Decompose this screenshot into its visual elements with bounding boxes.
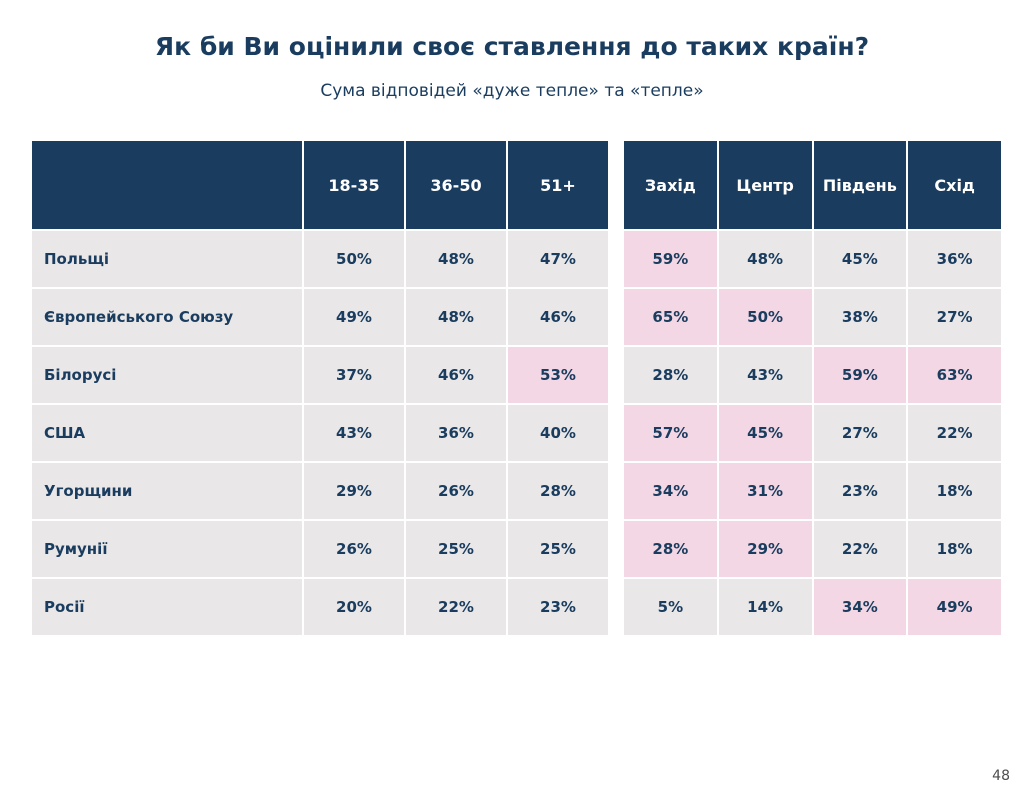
region-value-cell: 27%	[908, 289, 1001, 345]
row-label: Росії	[32, 579, 302, 635]
region-value-cell: 23%	[813, 463, 907, 519]
age-value-cell: 40%	[508, 405, 608, 461]
region-column-header-1: Захід	[624, 141, 717, 229]
age-value-cell: 25%	[406, 521, 506, 577]
region-value-cell: 50%	[718, 289, 812, 345]
page-number: 48	[992, 768, 1010, 784]
region-value-cell: 5%	[624, 579, 717, 635]
region-table: Захід Центр Південь Схід 59% 48% 45% 36% 65%…	[624, 141, 1001, 635]
region-value-cell: 38%	[813, 289, 907, 345]
age-value-cell: 29%	[304, 463, 404, 519]
region-value-cell: 29%	[718, 521, 812, 577]
age-value-cell: 25%	[508, 521, 608, 577]
region-value-cell: 57%	[624, 405, 717, 461]
age-column-header-3: 51+	[508, 141, 608, 229]
age-value-cell: 49%	[304, 289, 404, 345]
region-value-cell: 18%	[908, 521, 1001, 577]
age-value-cell: 50%	[304, 231, 404, 287]
slide: Як би Ви оцінили своє ставлення до таких…	[0, 32, 1024, 784]
tables-container: 18-35 36-50 51+ Польщі 50% 48% 47% Європейсь…	[32, 141, 1024, 635]
region-value-cell: 63%	[908, 347, 1001, 403]
age-value-cell: 47%	[508, 231, 608, 287]
age-value-cell: 28%	[508, 463, 608, 519]
region-value-cell: 18%	[908, 463, 1001, 519]
age-value-cell: 26%	[406, 463, 506, 519]
region-column-header-2: Центр	[718, 141, 812, 229]
region-value-cell: 22%	[908, 405, 1001, 461]
region-value-cell: 59%	[813, 347, 907, 403]
region-value-cell: 43%	[718, 347, 812, 403]
region-value-cell: 22%	[813, 521, 907, 577]
region-value-cell: 34%	[813, 579, 907, 635]
slide-title: Як би Ви оцінили своє ставлення до таких…	[154, 32, 870, 61]
region-value-cell: 45%	[718, 405, 812, 461]
age-value-cell: 23%	[508, 579, 608, 635]
region-value-cell: 28%	[624, 347, 717, 403]
row-label: Польщі	[32, 231, 302, 287]
row-label: Румунії	[32, 521, 302, 577]
region-value-cell: 49%	[908, 579, 1001, 635]
region-value-cell: 45%	[813, 231, 907, 287]
region-value-cell: 48%	[718, 231, 812, 287]
region-value-cell: 36%	[908, 231, 1001, 287]
age-value-cell: 48%	[406, 231, 506, 287]
row-label: Європейського Союзу	[32, 289, 302, 345]
region-column-header-4: Схід	[908, 141, 1001, 229]
age-value-cell: 22%	[406, 579, 506, 635]
region-value-cell: 31%	[718, 463, 812, 519]
region-value-cell: 34%	[624, 463, 717, 519]
age-value-cell: 20%	[304, 579, 404, 635]
row-label: Білорусі	[32, 347, 302, 403]
age-value-cell: 46%	[508, 289, 608, 345]
age-value-cell: 26%	[304, 521, 404, 577]
region-column-header-3: Південь	[813, 141, 907, 229]
age-column-header-1: 18-35	[304, 141, 404, 229]
region-value-cell: 27%	[813, 405, 907, 461]
region-value-cell: 28%	[624, 521, 717, 577]
age-value-cell: 53%	[508, 347, 608, 403]
slide-subtitle: Сума відповідей «дуже тепле» та «тепле»	[320, 81, 704, 101]
age-value-cell: 48%	[406, 289, 506, 345]
age-value-cell: 37%	[304, 347, 404, 403]
age-value-cell: 43%	[304, 405, 404, 461]
region-value-cell: 14%	[718, 579, 812, 635]
region-value-cell: 59%	[624, 231, 717, 287]
row-label: США	[32, 405, 302, 461]
age-value-cell: 46%	[406, 347, 506, 403]
row-label: Угорщини	[32, 463, 302, 519]
age-table: 18-35 36-50 51+ Польщі 50% 48% 47% Європейсь…	[32, 141, 608, 635]
age-column-header-2: 36-50	[406, 141, 506, 229]
age-table-corner-cell	[32, 141, 302, 229]
age-value-cell: 36%	[406, 405, 506, 461]
region-value-cell: 65%	[624, 289, 717, 345]
